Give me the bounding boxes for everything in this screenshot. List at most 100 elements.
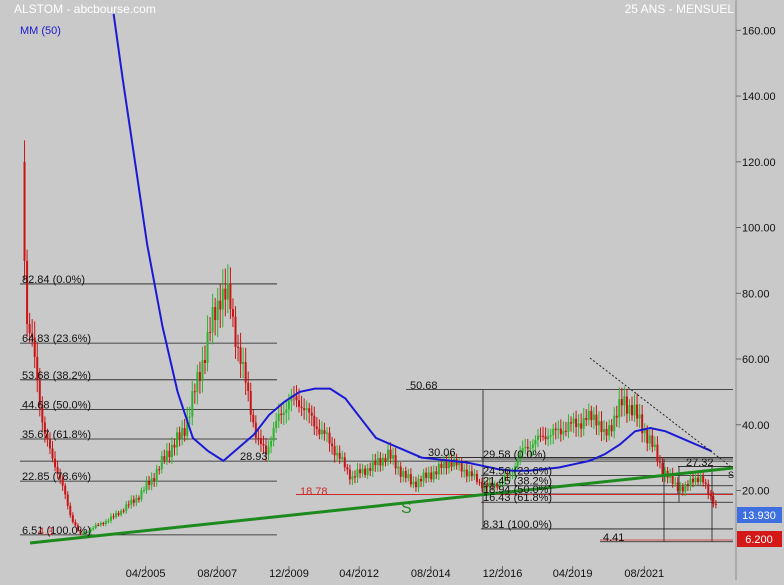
candle-body [638,414,641,419]
candle-body [112,516,115,518]
candle-body [508,473,511,476]
candle-body [689,478,692,486]
candle-body [366,468,369,475]
fib-label-right: 8.31 (100.0%) [483,519,552,531]
candle-body [348,469,351,480]
candle-body [699,475,702,482]
candle-body [554,428,557,431]
candle-body [137,497,140,500]
candle-body [155,469,158,482]
right-tag-label: S [728,470,734,480]
candle-body [450,460,453,467]
candle-body [229,283,232,310]
candle-body [473,473,476,477]
ma-legend: MM (50) [20,25,61,37]
candle-body [458,461,461,466]
candle-body [262,444,265,446]
candle-body [201,360,204,381]
y-axis-ticks: 20.00 40.00 60.00 80.00 100.00 120.00 140.00 16… [736,25,776,498]
chart-period: 25 ANS - MENSUEL [625,2,735,16]
last-price-value: 13.930 [742,510,776,522]
fib-label-left: 64.83 (23.6%) [22,333,91,345]
candle-body [575,418,578,428]
candle-body [46,433,49,440]
candle-body [646,429,649,444]
candle-body [94,524,97,529]
candle-body [130,499,133,505]
candle-body [542,435,545,437]
y-tick-label: 60.00 [742,354,770,366]
candle-body [115,513,118,517]
candle-body [206,331,209,363]
candle-body [569,422,572,424]
candle-body [498,482,501,488]
candle-body [343,457,346,468]
candle-body [87,531,90,533]
candle-body [488,482,491,488]
candle-body [170,444,173,458]
fib-label-right: 21.45 (38.2%) [483,476,552,488]
candle-body [287,400,290,410]
candle-body [427,472,430,479]
candle-body [384,457,387,463]
candle-body [486,485,489,488]
candle-body [613,415,616,432]
candle-body [440,463,443,468]
candle-body [547,436,550,440]
candle-body [379,458,382,466]
candle-body [254,422,257,438]
candle-body [712,496,715,504]
y-tick-label: 120.00 [742,157,776,169]
candle-body [275,421,278,429]
candle-body [641,414,644,434]
candle-body [549,435,552,437]
candle-body [432,471,435,480]
candle-body [239,347,242,364]
candle-body [422,472,425,482]
candle-body [564,430,567,432]
candle-body [404,470,407,479]
candle-body [651,435,654,448]
candle-body [468,471,471,477]
candle-body [224,288,227,300]
candle-body [231,309,234,317]
candle-body [714,503,717,506]
candle-body [259,438,262,445]
candle-body [353,476,356,478]
candle-body [298,400,301,407]
candle-body [603,428,606,433]
fib-label-left: 6.51 (100.0%) [22,525,91,537]
candle-body [590,410,593,421]
candle-body [193,391,196,393]
candle-body [585,417,588,421]
candle-body [414,481,417,488]
last-price-badge [737,507,782,523]
candle-body [61,478,64,486]
candle-body [707,484,710,495]
candle-body [109,516,112,521]
candle-body [364,468,367,475]
candle-body [478,481,481,483]
candle-body [148,481,151,486]
candle-body [521,448,524,453]
candle-body [247,382,250,391]
candle-body [346,467,349,470]
candle-body [285,409,288,413]
candle-body [117,513,120,515]
low-marker-label: 4.3 [38,526,53,538]
candle-body [374,460,377,466]
candle-body [597,421,600,426]
candle-body [600,421,603,433]
candle-body [658,461,661,463]
candle-body [653,444,656,448]
y-tick-label: 100.00 [742,223,776,235]
candle-body [605,428,608,436]
x-tick-label: 04/2005 [126,568,166,580]
candle-body [514,466,517,473]
candle-body [595,414,598,426]
candle-body [153,478,156,482]
candle-body [534,439,537,445]
candle-body [470,471,473,477]
downtrend-dotted-line [589,357,731,467]
